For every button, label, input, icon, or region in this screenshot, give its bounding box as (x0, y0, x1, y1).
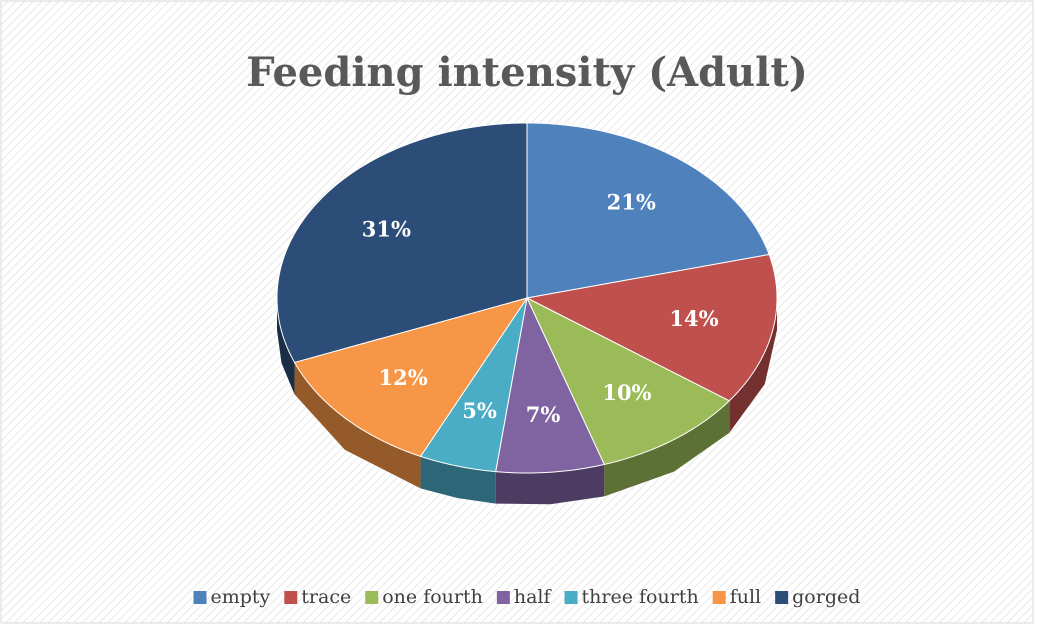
slice (526, 122, 770, 299)
data-label: 12% (378, 365, 427, 390)
data-label: 10% (602, 380, 651, 405)
data-label: 21% (607, 189, 656, 214)
slice (276, 122, 528, 363)
slice-side (294, 362, 421, 489)
data-label: 5% (462, 398, 497, 423)
legend-swatch (284, 591, 298, 604)
legend-item: gorged (775, 586, 860, 608)
legend-swatch (365, 591, 379, 604)
legend-label: trace (301, 586, 351, 608)
data-label: 14% (669, 306, 718, 331)
legend-swatch (193, 591, 207, 604)
slice-side (277, 298, 295, 395)
chart-title: Feeding intensity (Adult) (246, 49, 808, 96)
legend-item: trace (284, 586, 351, 608)
legend-label: one fourth (382, 586, 483, 608)
slice (293, 297, 529, 457)
legend-swatch (496, 591, 510, 604)
slice (495, 296, 605, 474)
legend-item: full (712, 586, 761, 608)
slice (525, 253, 778, 402)
legend-label: half (514, 586, 553, 608)
legend-swatch (775, 591, 789, 604)
legend-swatch (712, 591, 726, 604)
legend-item: three fourth (564, 586, 699, 608)
legend-swatch (564, 591, 578, 604)
data-label: 7% (526, 402, 561, 427)
legend-item: half (496, 586, 553, 608)
data-label: 31% (362, 217, 411, 242)
legend-label: gorged (792, 586, 860, 608)
slice (419, 297, 528, 473)
legend-label: full (730, 586, 761, 608)
slice-side (729, 298, 777, 433)
legend-label: three fourth (582, 586, 699, 608)
slice (525, 296, 730, 466)
legend-label: empty (211, 586, 271, 608)
slice-side (495, 464, 605, 505)
slice-side (420, 456, 496, 504)
slice-side (604, 400, 730, 497)
legend-item: one fourth (365, 586, 483, 608)
legend-item: empty (193, 586, 271, 608)
